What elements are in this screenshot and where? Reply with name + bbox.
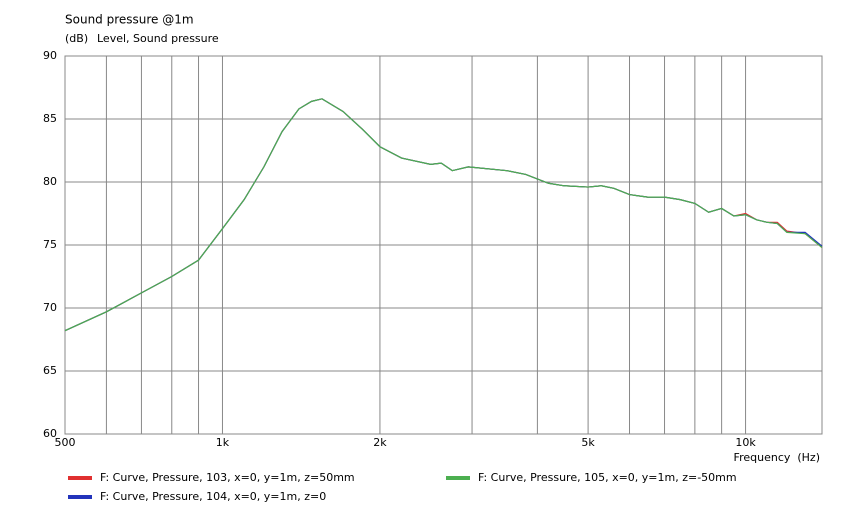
x-tick-label: 2k [373,436,387,449]
y-tick-label: 70 [43,301,57,314]
y-tick-label: 65 [43,364,57,377]
y-tick-label: 75 [43,238,57,251]
legend-label: F: Curve, Pressure, 104, x=0, y=1m, z=0 [100,490,326,503]
y-axis-label: (dB) [65,32,88,45]
legend-label: F: Curve, Pressure, 103, x=0, y=1m, z=50… [100,471,355,484]
y-tick-label: 60 [43,427,57,440]
x-tick-label: 500 [55,436,76,449]
y-tick-label: 80 [43,175,57,188]
y-tick-label: 90 [43,49,57,62]
x-tick-label: 10k [735,436,756,449]
chart-title: Sound pressure @1m [65,13,194,27]
x-axis-label: Frequency (Hz) [734,451,820,464]
legend-swatch [68,476,92,480]
legend-label: F: Curve, Pressure, 105, x=0, y=1m, z=-5… [478,471,737,484]
series-line [64,98,823,332]
x-tick-label: 5k [581,436,595,449]
chart-subtitle: Level, Sound pressure [97,32,219,45]
y-tick-label: 85 [43,112,57,125]
legend-swatch [68,495,92,499]
legend-swatch [446,476,470,480]
x-tick-label: 1k [216,436,230,449]
